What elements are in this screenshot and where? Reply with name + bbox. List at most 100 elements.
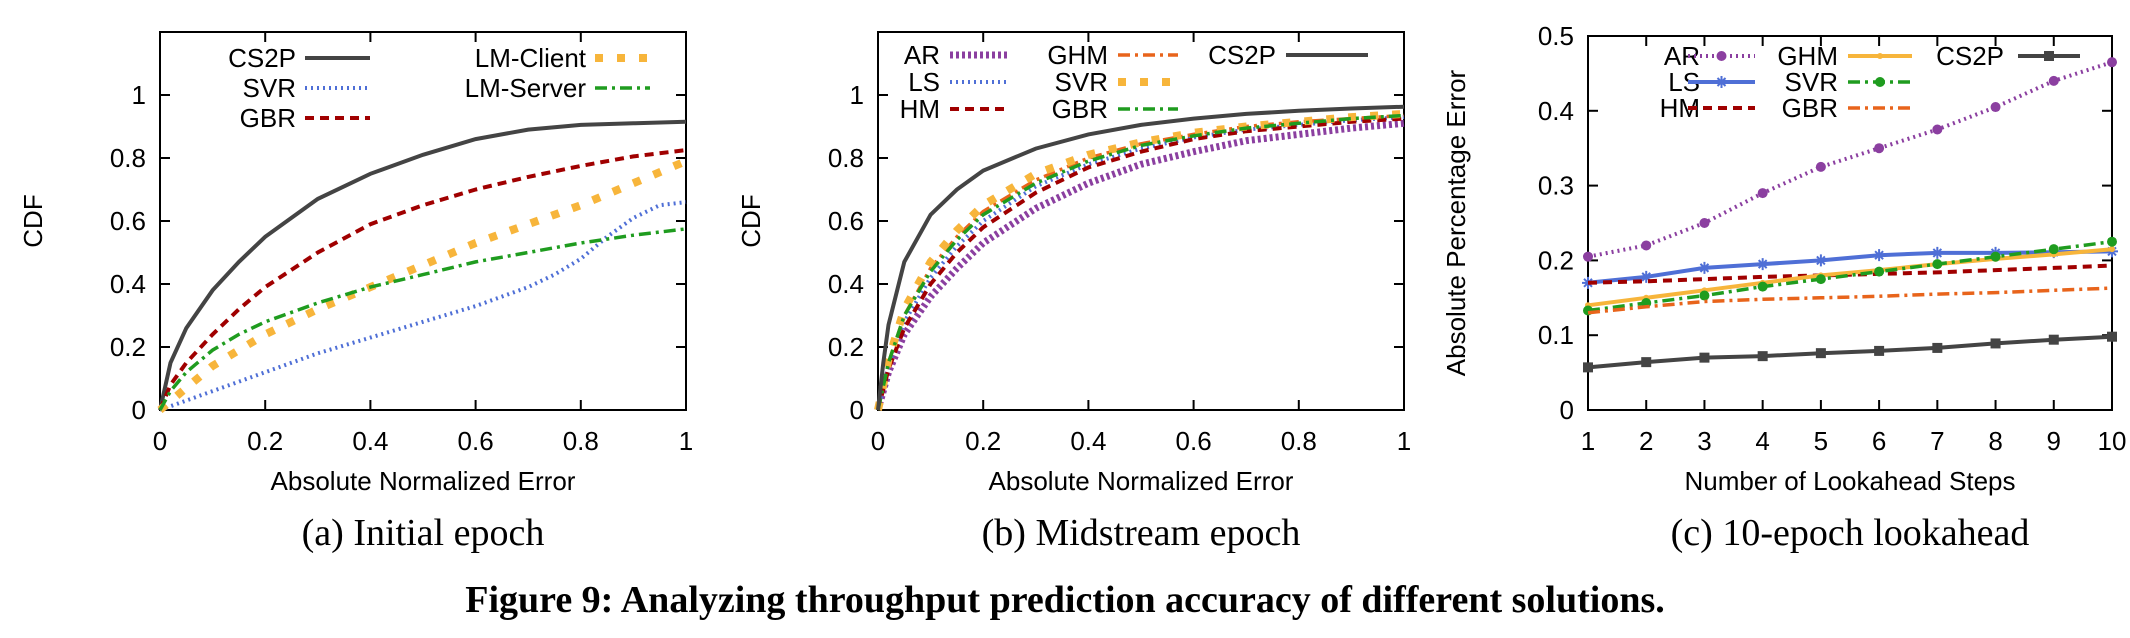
x-tick-label: 5	[1814, 426, 1828, 456]
y-tick-label: 0	[132, 395, 146, 425]
legend-entry: GBR	[1782, 93, 1912, 123]
legend-label: CS2P	[228, 43, 296, 73]
series-ar	[874, 119, 1405, 411]
series-line	[159, 200, 687, 412]
subplot-caption: (b) Midstream epoch	[982, 512, 1301, 554]
legend-entry: GBR	[1052, 94, 1178, 124]
legend-entry: CS2P	[228, 43, 370, 73]
legend-entry: GBR	[240, 103, 370, 133]
series-lm-server	[158, 227, 687, 411]
data-point	[1990, 251, 2001, 262]
data-point	[1931, 246, 1944, 259]
data-point	[1641, 240, 1652, 251]
y-tick-label: 0.8	[828, 143, 864, 173]
x-tick-label: 2	[1639, 426, 1653, 456]
y-tick-label: 0.5	[1538, 21, 1574, 51]
series-gbr	[876, 113, 1405, 411]
subplot-a: 0 0.2 0.4 0.6 0.8 1 0 0.2 0.4 0.6 0.8 1 Absolute Nor…	[18, 31, 693, 554]
legend-marker	[1875, 77, 1885, 87]
y-tick-label: 0.2	[110, 332, 146, 362]
data-point	[1932, 342, 1943, 353]
legend-entry: SVR	[243, 73, 370, 103]
series-line	[158, 119, 687, 411]
data-point	[1582, 276, 1594, 289]
data-point	[1932, 124, 1943, 135]
legend-entry: LS	[1668, 67, 1755, 97]
y-tick-label: 0	[850, 395, 864, 425]
legend-label: SVR	[1055, 67, 1108, 97]
series-svr	[159, 200, 687, 412]
y-tick-label: 0.4	[110, 269, 146, 299]
legend-marker	[1715, 76, 1728, 88]
y-tick-label: 0	[1560, 395, 1574, 425]
series-line	[874, 109, 1405, 411]
data-point	[1699, 352, 1710, 363]
series-line	[158, 148, 687, 411]
x-tick-label: 6	[1872, 426, 1886, 456]
y-tick-label: 1	[850, 80, 864, 110]
data-point	[1699, 290, 1710, 301]
data-point	[1815, 274, 1826, 285]
series-line	[1587, 334, 2113, 370]
data-point	[1815, 161, 1826, 172]
series-ar	[1583, 57, 2117, 262]
subplot-caption: (a) Initial epoch	[302, 512, 545, 554]
legend-entry: HM	[1660, 93, 1755, 123]
x-tick-label: 8	[1988, 426, 2002, 456]
series-line	[157, 157, 688, 414]
x-tick-label: 0.8	[1281, 426, 1317, 456]
data-point	[1990, 338, 2001, 349]
legend-entry: SVR	[1785, 67, 1912, 97]
series-line	[876, 113, 1405, 411]
data-point	[2048, 244, 2059, 255]
data-point	[1815, 348, 1826, 359]
x-axis-label: Absolute Normalized Error	[271, 466, 576, 496]
series-line	[876, 116, 1405, 411]
series-line	[876, 113, 1405, 411]
legend-label: LM-Server	[465, 73, 587, 103]
data-point	[1583, 362, 1593, 373]
legend-marker	[2044, 51, 2054, 61]
data-point	[1640, 270, 1653, 283]
y-tick-label: 0.1	[1538, 320, 1574, 350]
figure-caption: Figure 9: Analyzing throughput predictio…	[465, 579, 1665, 621]
data-point	[1874, 345, 1885, 356]
legend-entry: CS2P	[1208, 40, 1368, 70]
series-cs2p	[1583, 331, 2117, 373]
x-tick-label: 0.4	[1070, 426, 1106, 456]
x-tick-label: 1	[1397, 426, 1411, 456]
x-tick-label: 0.2	[965, 426, 1001, 456]
y-axis-label: Absolute Percentage Error	[1441, 69, 1471, 376]
x-tick-label: 0.8	[563, 426, 599, 456]
legend-entry: LM-Server	[465, 73, 650, 103]
legend-label: CS2P	[1208, 40, 1276, 70]
y-axis-label: CDF	[736, 194, 766, 247]
data-point	[1814, 254, 1827, 267]
legend-label: SVR	[1785, 67, 1838, 97]
legend-label: GHM	[1777, 41, 1838, 71]
y-tick-label: 0.8	[110, 143, 146, 173]
series-line	[1587, 249, 2113, 285]
data-point	[2048, 334, 2059, 345]
x-tick-label: 3	[1697, 426, 1711, 456]
data-point	[1932, 259, 1943, 270]
subplot-caption: (c) 10-epoch lookahead	[1671, 512, 2030, 554]
x-tick-label: 7	[1930, 426, 1944, 456]
data-point	[1641, 357, 1652, 368]
y-axis-label: CDF	[18, 194, 48, 247]
plot-frame	[159, 31, 687, 411]
data-point	[1757, 188, 1768, 199]
x-tick-label: 0	[153, 426, 167, 456]
data-point	[2048, 75, 2059, 86]
data-point	[1990, 102, 2001, 113]
data-point	[1699, 218, 1710, 228]
legend-entry: CS2P	[1936, 41, 2080, 71]
data-point	[1874, 266, 1885, 277]
x-tick-label: 1	[679, 426, 693, 456]
x-tick-label: 0.4	[352, 426, 388, 456]
x-tick-label: 9	[2047, 426, 2061, 456]
legend-entry: HM	[900, 94, 1010, 124]
legend-label: LM-Client	[475, 43, 587, 73]
series-line	[874, 119, 1405, 411]
